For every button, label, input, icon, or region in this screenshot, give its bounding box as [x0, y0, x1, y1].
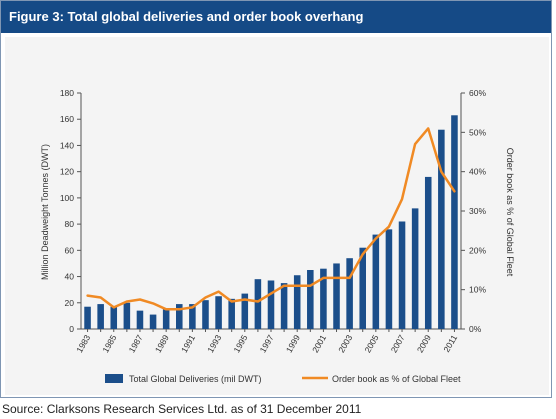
x-tick-label: 1987: [127, 333, 145, 355]
x-tick-label: 1985: [100, 333, 118, 355]
x-tick-label: 2001: [310, 333, 328, 355]
y-tick-label: 180: [60, 88, 74, 98]
y2-tick-label: 40%: [469, 167, 486, 177]
bar-1983: [84, 306, 91, 329]
bar-1999: [293, 275, 301, 329]
legend-line-label: Order book as % of Global Fleet: [332, 374, 461, 384]
x-tick-label: 1993: [205, 333, 223, 355]
bar-2010: [438, 129, 445, 329]
figure-title: Figure 3: Total global deliveries and or…: [1, 1, 551, 33]
y2-tick-label: 0%: [469, 324, 482, 334]
bar-1986: [123, 302, 131, 329]
legend-bar-label: Total Global Deliveries (mil DWT): [129, 374, 262, 384]
bar-1984: [97, 304, 104, 329]
bar-1990: [176, 304, 183, 329]
y2-tick-label: 30%: [469, 206, 486, 216]
bar-1995: [241, 293, 249, 329]
x-tick-label: 1991: [179, 333, 197, 355]
y-tick-label: 80: [65, 219, 75, 229]
y-tick-label: 140: [60, 140, 74, 150]
y2-tick-label: 20%: [469, 245, 486, 255]
y-tick-label: 40: [65, 272, 75, 282]
legend-bar-swatch: [105, 374, 123, 383]
bar-1992: [202, 300, 209, 329]
bar-1994: [228, 298, 235, 329]
bar-2002: [333, 263, 340, 329]
x-tick-label: 1983: [74, 333, 92, 355]
figure-frame: Figure 3: Total global deliveries and or…: [0, 0, 552, 398]
bar-2011: [451, 115, 458, 330]
bar-2001: [320, 268, 327, 329]
x-tick-label: 1989: [153, 333, 171, 355]
x-tick-label: 1997: [258, 333, 276, 355]
chart-svg: 0 20 40 60 80 100 120 140 160 180 0% 10% 20% 30% 40% 50…: [40, 88, 515, 384]
bar-2004: [359, 247, 366, 329]
x-tick-label: 1999: [284, 333, 302, 355]
bar-1998: [280, 283, 288, 329]
bar-1988: [149, 314, 157, 329]
bar-1997: [267, 280, 275, 329]
bar-2003: [346, 258, 353, 329]
bar-2000: [307, 270, 314, 329]
chart-panel: 0 20 40 60 80 100 120 140 160 180 0% 10% 20% 30% 40% 50…: [5, 37, 549, 395]
bar-2007: [398, 221, 406, 329]
bar-1985: [110, 306, 118, 329]
bar-2008: [411, 208, 419, 329]
x-tick-label: 2011: [441, 333, 459, 354]
y-tick-label: 0: [69, 324, 74, 334]
y-tick-label: 100: [60, 193, 74, 203]
y-tick-label: 160: [60, 114, 74, 124]
x-tick-label: 2009: [415, 333, 433, 355]
bar-1987: [136, 310, 144, 329]
bar-2005: [372, 234, 380, 329]
bar-1991: [189, 304, 196, 329]
y-tick-label: 120: [60, 167, 74, 177]
orderbook-line: [86, 127, 456, 311]
x-tick-label: 2003: [336, 333, 354, 355]
bar-1993: [215, 296, 222, 329]
x-tick-label: 2007: [389, 333, 407, 355]
x-tick-label: 2005: [362, 333, 380, 355]
bar-1996: [254, 279, 262, 329]
bar-2006: [385, 229, 393, 329]
bar-1989: [162, 309, 170, 329]
y-axis-title: Million Deadweight Tonnes (DWT): [40, 144, 50, 280]
legend: Total Global Deliveries (mil DWT) Order …: [105, 374, 461, 384]
y2-tick-label: 50%: [469, 127, 486, 137]
x-tick-label: 1995: [231, 333, 249, 355]
y-tick-label: 60: [65, 245, 75, 255]
y-tick-label: 20: [65, 298, 75, 308]
y2-axis-title: Order book as % of Global Fleet: [505, 148, 515, 277]
source-note: Source: Clarksons Research Services Ltd.…: [2, 402, 362, 416]
y2-tick-label: 10%: [469, 285, 486, 295]
y2-tick-label: 60%: [469, 88, 486, 98]
bar-2009: [424, 176, 432, 329]
